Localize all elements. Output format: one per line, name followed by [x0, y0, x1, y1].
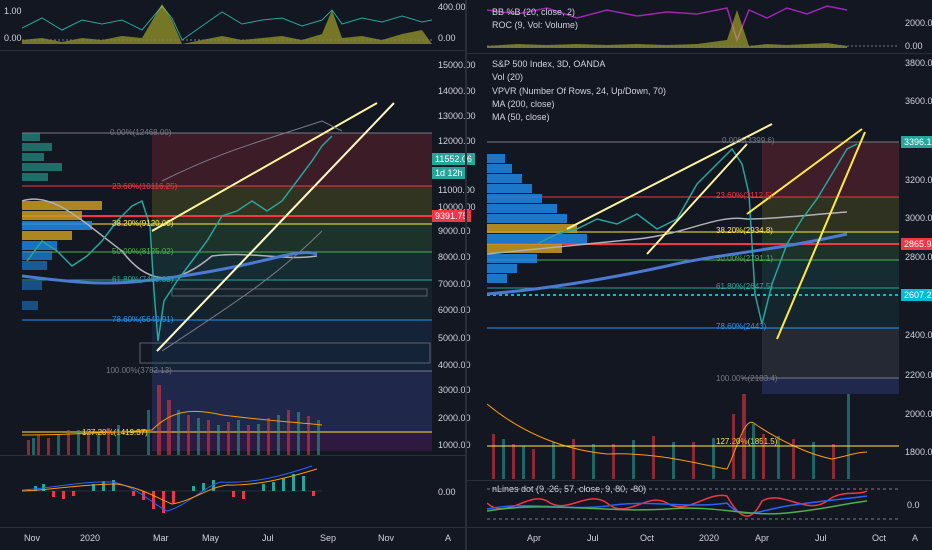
right-price-tick-4: 2800.0: [905, 252, 932, 262]
left-price-tick-12: 3000.00: [438, 385, 471, 395]
right-fib-label-7: 127.20%(1851.5): [716, 437, 778, 446]
right-price-tick-7: 2000.0: [905, 409, 932, 419]
right-bottom-oscillator: [487, 488, 899, 520]
right-legend-1: Vol (20): [492, 72, 524, 82]
left-price-tick-5: 10000.00: [438, 202, 476, 212]
right-time-5: Jul: [815, 533, 827, 543]
left-top-tick-0: 400.00: [438, 2, 466, 12]
right-bottom-tick: 0.0: [907, 500, 920, 510]
left-time-5: Sep: [320, 533, 337, 543]
right-price-tick-6: 2200.0: [905, 370, 932, 380]
right-time-1: Jul: [587, 533, 599, 543]
right-top-legend-1: ROC (9, Vol: Volume): [492, 20, 579, 30]
right-price-tick-3: 3000.0: [905, 213, 932, 223]
right-top-tick-0: 2000.00: [905, 18, 932, 28]
left-price-tick-4: 11000.00: [438, 185, 475, 195]
right-time-6: Oct: [872, 533, 887, 543]
left-macd-svg: [22, 465, 322, 513]
right-price-svg: [487, 123, 899, 394]
left-price-tick-13: 2000.00: [438, 413, 471, 423]
right-price-tick-0: 3800.0: [905, 58, 932, 68]
left-price-tick-9: 6000.00: [438, 305, 471, 315]
left-price-tick-0: 15000.00: [438, 60, 476, 70]
right-time-3: 2020: [699, 533, 720, 543]
left-price-pane[interactable]: [22, 51, 432, 453]
right-price-tick-2: 3200.0: [905, 175, 932, 185]
left-price-tick-1: 14000.00: [438, 86, 476, 96]
left-price-tick-6: 9000.00: [438, 226, 471, 236]
left-macd-tick: 0.00: [438, 487, 456, 497]
left-support-tag: 9391.75: [432, 210, 471, 222]
left-time-3: May: [202, 533, 220, 543]
left-corner-icon[interactable]: A: [445, 533, 452, 543]
left-time-1: 2020: [80, 533, 101, 543]
left-price-tick-14: 1000.00: [438, 440, 471, 450]
left-fib-label-3: 50.00%(8125.02): [112, 247, 174, 256]
right-fib-label-6: 100.00%(2183.4): [716, 374, 778, 383]
left-fib-label-1: 23.60%(10116.25): [112, 182, 178, 191]
left-price-tick-8: 7000.00: [438, 279, 471, 289]
right-legend-0: S&P 500 Index, 3D, OANDA: [492, 59, 606, 69]
left-last-price-tag: 11552.06: [432, 153, 475, 165]
right-top-tick-1: 0.00: [905, 41, 923, 51]
right-fib-label-1: 23.60%(3112.5): [716, 191, 773, 200]
left-volume-svg: [22, 385, 322, 455]
right-corner-icon[interactable]: A: [912, 533, 919, 543]
left-top-left-tick-0: 1.00: [4, 6, 22, 16]
right-chart[interactable]: BB %B (20, close, 2) ROC (9, Vol: Volume…: [467, 0, 932, 550]
right-volume-svg: [487, 394, 899, 479]
right-fib-label-2: 38.20%(2934.8): [716, 226, 773, 235]
left-fib-label-2: 38.20%(9120.00): [112, 219, 174, 228]
left-price-tick-11: 4000.00: [438, 360, 471, 370]
right-price-tick-8: 1800.0: [905, 447, 932, 457]
left-top-oscillator: [22, 4, 432, 44]
left-price-tick-3: 12000.00: [438, 136, 476, 146]
right-legend-3: MA (200, close): [492, 99, 555, 109]
right-fib-label-5: 78.60%(2443): [716, 322, 767, 331]
right-legend-2: VPVR (Number Of Rows, 24, Up/Down, 70): [492, 86, 667, 96]
right-support-tag: 2865.9: [901, 238, 932, 250]
right-top-oscillator: [487, 5, 897, 48]
right-time-4: Apr: [755, 533, 770, 543]
right-last-price-tag: 3396.1: [901, 136, 932, 148]
right-top-legend-0: BB %B (20, close, 2): [492, 7, 576, 17]
left-fib-label-4: 61.80%(7489.03): [112, 275, 174, 284]
left-top-left-tick-1: 0.00: [4, 33, 22, 43]
right-fib-label-0: 0.00%(3399.6): [722, 136, 775, 145]
left-fib-label-0: 0.00%(12468.00): [110, 128, 172, 137]
left-price-tick-10: 5000.00: [438, 333, 471, 343]
left-price-tick-2: 13000.00: [438, 111, 476, 121]
right-price-tick-1: 3600.0: [905, 96, 932, 106]
left-time-6: Nov: [378, 533, 395, 543]
right-fib-label-4: 61.80%(2647.5): [716, 282, 773, 291]
right-fib-label-3: 50.00%(2791.1): [716, 254, 773, 263]
left-fib-label-6: 100.00%(3782.13): [106, 366, 172, 375]
left-time-2: Mar: [153, 533, 169, 543]
left-top-tick-1: 0.00: [438, 33, 456, 43]
left-time-0: Nov: [24, 533, 41, 543]
left-countdown-tag: 1d 12h: [432, 167, 466, 179]
left-price-tick-7: 8000.00: [438, 252, 471, 262]
right-time-0: Apr: [527, 533, 542, 543]
left-top-pane[interactable]: [22, 0, 432, 50]
right-price-tick-5: 2400.0: [905, 330, 932, 340]
left-time-4: Jul: [262, 533, 274, 543]
left-price-svg: [22, 102, 432, 451]
right-bottom-legend: nLines dot (9, 26, 57, close, 9, 80, -80…: [492, 484, 647, 494]
right-time-2: Oct: [640, 533, 655, 543]
left-chart[interactable]: 400.00 0.00 1.00 0.00: [0, 0, 476, 550]
right-legend-4: MA (50, close): [492, 112, 550, 122]
left-fib-label-5: 78.60%(5640.91): [112, 315, 174, 324]
right-dotted-tag: 2607.2: [901, 289, 932, 301]
